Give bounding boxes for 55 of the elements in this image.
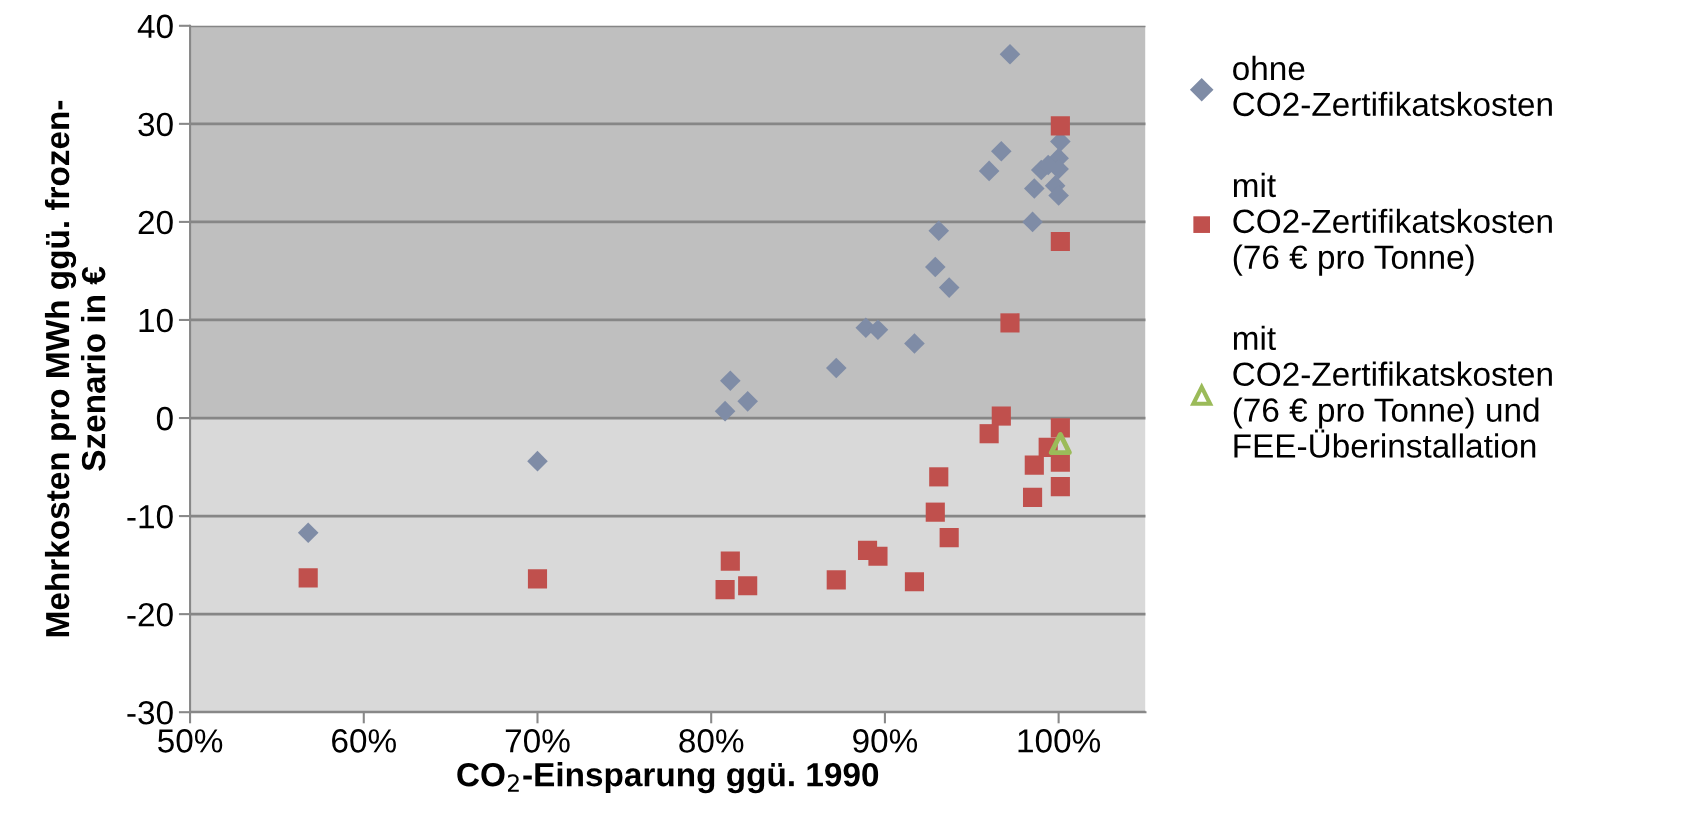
point — [1048, 432, 1072, 455]
y-tick-label: 30 — [138, 112, 173, 137]
y-tick-label: 20 — [138, 210, 173, 235]
y-tick-label: 0 — [156, 406, 173, 431]
y-tick-label: 40 — [137, 14, 173, 39]
point — [925, 502, 945, 522]
x-tick-label: 100% — [1018, 729, 1101, 753]
point — [924, 256, 946, 278]
point — [714, 400, 736, 422]
x-tick-label: 50% — [158, 729, 223, 753]
point — [1000, 313, 1020, 333]
y-tick-label: -30 — [127, 700, 173, 725]
point — [990, 141, 1012, 162]
legend-label: ohne CO2-Zertifikatskosten — [1233, 55, 1552, 117]
y-tick-label: 10 — [139, 308, 173, 333]
point — [1022, 487, 1043, 508]
point — [929, 467, 949, 487]
x-axis-title: CO$_{2}$-Einsparung ggü. 1990 — [457, 762, 879, 794]
point — [825, 357, 847, 379]
legend-label: mit CO2-Zertifikatskosten (76 € pro Tonne) und FEE-Überinstallation — [1233, 325, 1552, 458]
point — [991, 406, 1011, 426]
x-tick-label: 80% — [679, 729, 744, 753]
point — [738, 576, 758, 596]
point — [527, 569, 548, 589]
y-axis-title: Mehrkosten pro MWh ggü. frozen- Szenario in € — [44, 100, 106, 637]
point — [1024, 455, 1044, 475]
point — [904, 572, 925, 592]
point — [938, 277, 960, 298]
x-tick-label: 60% — [332, 729, 396, 753]
point — [1050, 418, 1070, 438]
point — [527, 450, 548, 472]
legend-label: mit CO2-Zertifikatskosten (76 € pro Tonne) — [1233, 172, 1552, 276]
point — [826, 570, 846, 590]
point — [1050, 231, 1070, 252]
x-tick-label: 70% — [505, 729, 570, 753]
point — [715, 580, 735, 600]
point — [298, 568, 318, 588]
point — [1050, 477, 1070, 497]
point — [868, 546, 888, 566]
point — [978, 160, 1000, 182]
y-tick-label: -20 — [127, 602, 173, 627]
point — [737, 391, 758, 412]
point — [939, 528, 959, 548]
point — [720, 551, 740, 571]
point — [1050, 116, 1070, 136]
point — [999, 43, 1021, 65]
y-tick-label: -10 — [127, 504, 173, 529]
point — [297, 522, 319, 544]
point — [928, 220, 950, 242]
point — [979, 424, 999, 444]
point — [1024, 178, 1045, 199]
point — [1022, 211, 1043, 233]
point — [720, 370, 741, 392]
x-tick-label: 90% — [853, 729, 918, 753]
point — [904, 333, 925, 354]
